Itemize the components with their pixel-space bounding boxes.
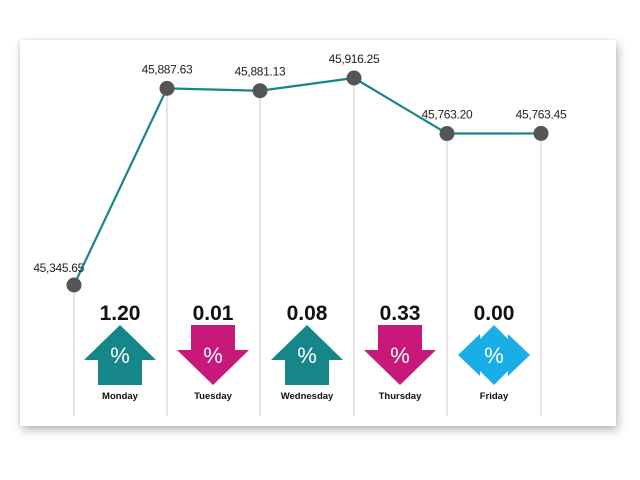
data-point-1 — [159, 80, 175, 96]
day-label-friday: Friday — [480, 391, 509, 402]
up-arrow-icon — [271, 325, 343, 385]
up-arrow-icon — [84, 325, 156, 385]
data-point-2 — [252, 83, 268, 99]
percent-change-friday: 0.00 — [474, 302, 515, 325]
percent-sign: % — [297, 343, 317, 368]
percent-change-wednesday: 0.08 — [287, 302, 328, 325]
index-line-chart: 45,345.65 45,887.63 45,881.13 45,916.25 45,7… — [33, 52, 567, 416]
day-label-thursday: Thursday — [379, 391, 422, 402]
data-label-4: 45,763.20 — [422, 108, 473, 122]
percent-sign: % — [390, 343, 410, 368]
data-label-0: 45,345.65 — [33, 261, 84, 275]
data-point-5 — [533, 125, 549, 141]
data-point-0 — [66, 277, 82, 293]
day-label-wednesday: Wednesday — [281, 391, 334, 402]
day-label-monday: Monday — [102, 391, 139, 402]
down-arrow-icon — [364, 325, 436, 385]
data-label-1: 45,887.63 — [142, 62, 193, 76]
day-label-tuesday: Tuesday — [194, 391, 233, 402]
percent-change-tuesday: 0.01 — [193, 302, 234, 325]
percent-sign: % — [110, 343, 130, 368]
data-point-3 — [346, 70, 362, 86]
data-label-2: 45,881.13 — [235, 65, 286, 79]
percent-sign: % — [484, 343, 504, 368]
data-label-5: 45,763.45 — [516, 107, 567, 121]
percent-sign: % — [203, 343, 223, 368]
percent-change-thursday: 0.33 — [380, 302, 421, 325]
percent-change-monday: 1.20 — [100, 302, 141, 325]
unchanged-arrow-icon — [458, 325, 530, 385]
down-arrow-icon — [177, 325, 249, 385]
data-label-3: 45,916.25 — [329, 52, 380, 66]
data-point-4 — [439, 126, 455, 142]
chart-card: 45,345.65 45,887.63 45,881.13 45,916.25 45,7… — [20, 40, 616, 426]
index-line — [73, 76, 542, 286]
